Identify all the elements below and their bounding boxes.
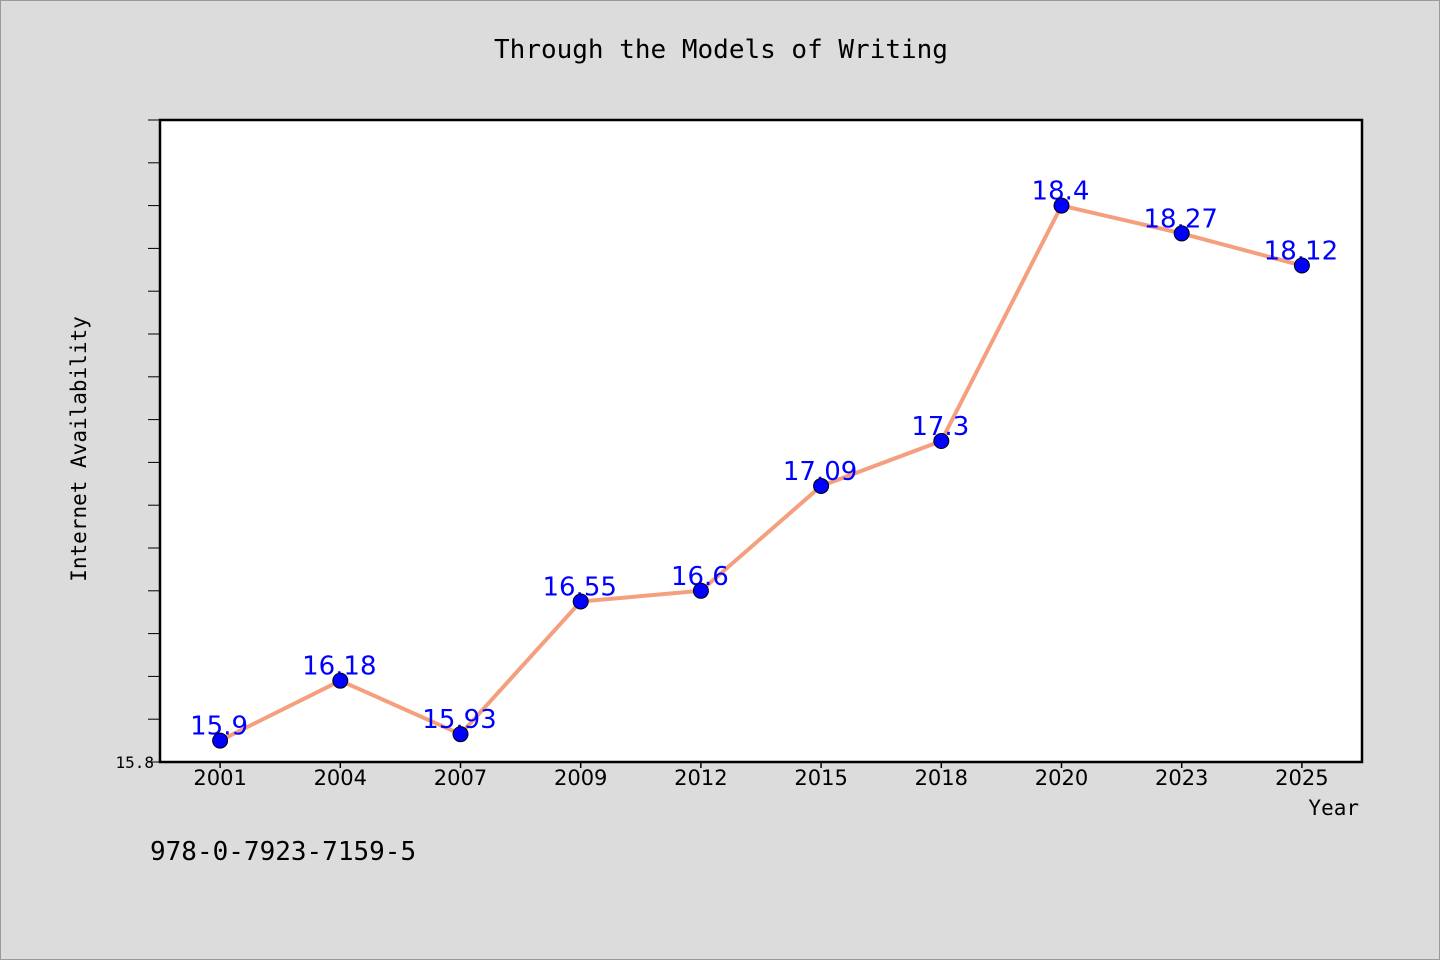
data-point: [813, 477, 830, 494]
data-point: [1173, 225, 1190, 242]
data-point: [452, 726, 469, 743]
x-tick-label: 2023: [1155, 766, 1208, 790]
series-line: [218, 203, 1304, 743]
data-point: [212, 732, 229, 749]
x-tick-label: 2025: [1275, 766, 1328, 790]
data-point: [1293, 257, 1310, 274]
x-tick-label: 2009: [554, 766, 607, 790]
data-point: [1053, 197, 1070, 214]
x-tick-label: 2004: [314, 766, 367, 790]
y-tick-label: 15.8: [115, 753, 154, 772]
x-tick-label: 2018: [915, 766, 968, 790]
x-tick-label: 2012: [674, 766, 727, 790]
x-tick-label: 2001: [193, 766, 246, 790]
data-point: [572, 593, 589, 610]
data-point: [933, 433, 950, 449]
data-point: [332, 672, 349, 689]
isbn-label: 978-0-7923-7159-5: [150, 837, 417, 867]
data-point: [692, 582, 709, 599]
x-axis-label: Year: [1308, 796, 1359, 820]
x-tick-label: 2020: [1035, 766, 1088, 790]
x-tick-label: 2007: [434, 766, 487, 790]
chart-title: Through the Models of Writing: [494, 35, 948, 65]
x-tick-label: 2015: [794, 766, 847, 790]
